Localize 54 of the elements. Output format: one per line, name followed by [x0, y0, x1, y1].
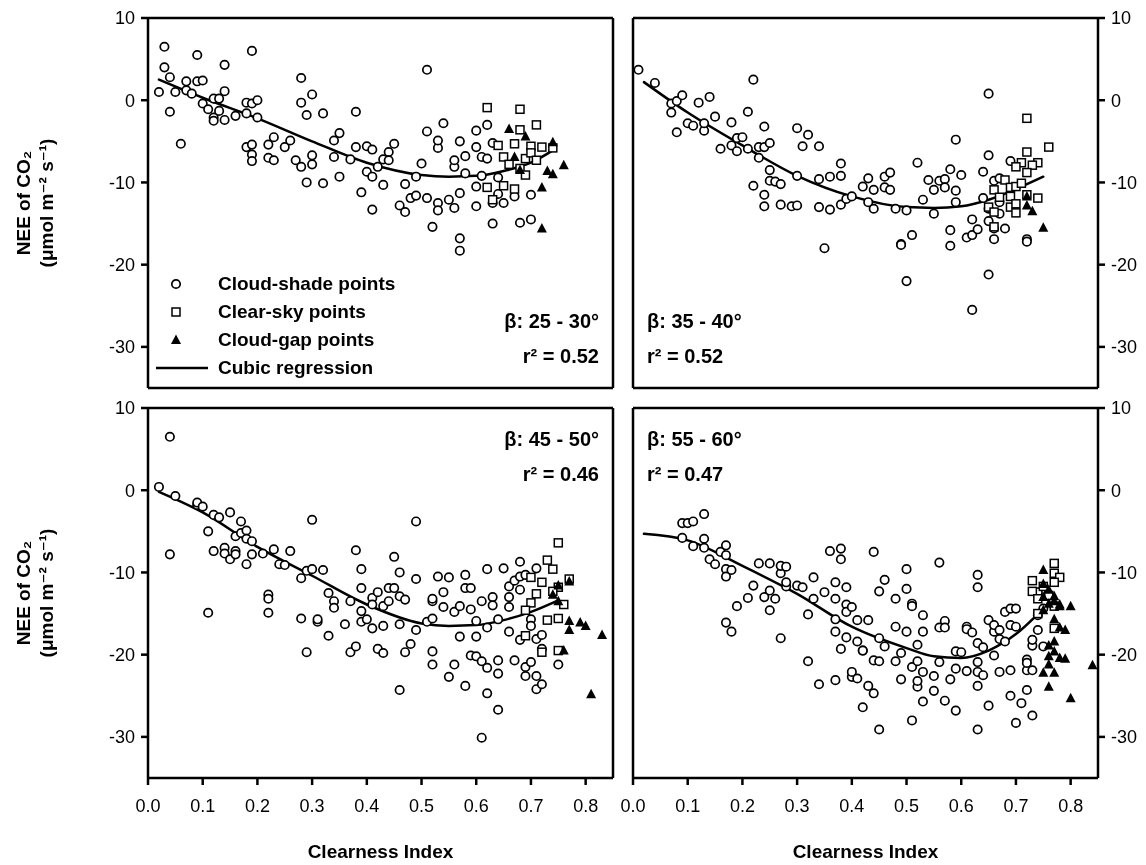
y2-tick-label: -10 [1111, 562, 1138, 583]
y2-tick-label: 0 [1111, 480, 1122, 501]
y-tick-label: 10 [114, 8, 135, 29]
y2-tick-label: -20 [1111, 255, 1138, 276]
y2-tick-label: -30 [1111, 727, 1138, 748]
legend-label: Cloud-gap points [218, 329, 375, 351]
x-tick-label: 0.1 [190, 795, 216, 816]
x-tick-label: 0.1 [675, 795, 701, 816]
x-tick-label: 0.2 [729, 795, 755, 816]
x-tick-label: 0.8 [573, 795, 599, 816]
annotation: r² = 0.46 [521, 462, 599, 487]
x-tick-label: 0.7 [518, 795, 544, 816]
y2-tick-label: 10 [1111, 398, 1132, 419]
x-tick-label: 0.3 [784, 795, 810, 816]
y-axis-title: NEE of CO₂ (μmol m⁻² s⁻¹) [12, 138, 58, 268]
annotation: r² = 0.47 [647, 462, 725, 487]
y-tick-label: -10 [108, 172, 135, 193]
y2-tick-label: -30 [1111, 337, 1138, 358]
annotation: β: 55 - 60° [647, 427, 742, 452]
annotation: β: 35 - 40° [647, 309, 742, 334]
y2-tick-label: -10 [1111, 172, 1138, 193]
x-tick-label: 0.8 [1058, 795, 1084, 816]
annotation: β: 25 - 30° [504, 309, 599, 334]
y2-tick-label: 0 [1111, 90, 1122, 111]
x-tick-label: 0.2 [244, 795, 270, 816]
y-tick-label: -30 [108, 337, 135, 358]
x-tick-label: 0.6 [463, 795, 489, 816]
y2-tick-label: -20 [1111, 645, 1138, 666]
y-tick-label: 10 [114, 398, 135, 419]
annotation: β: 45 - 50° [504, 427, 599, 452]
y-axis-title: NEE of CO₂ (μmol m⁻² s⁻¹) [12, 528, 58, 658]
y-tick-label: -20 [108, 255, 135, 276]
x-tick-label: 0.5 [894, 795, 920, 816]
x-axis-title: Clearness Index [792, 841, 939, 862]
y-tick-label: -30 [108, 727, 135, 748]
y-tick-label: 0 [124, 90, 135, 111]
x-tick-label: 0.0 [135, 795, 161, 816]
x-tick-label: 0.4 [354, 795, 380, 816]
x-tick-label: 0.6 [948, 795, 974, 816]
x-tick-label: 0.3 [299, 795, 325, 816]
legend-label: Clear-sky points [218, 301, 366, 323]
x-axis-title: Clearness Index [307, 841, 454, 862]
y-tick-label: -20 [108, 645, 135, 666]
y-tick-label: 0 [124, 480, 135, 501]
annotation: r² = 0.52 [647, 344, 725, 369]
x-tick-label: 0.7 [1003, 795, 1029, 816]
y2-tick-label: 10 [1111, 8, 1132, 29]
annotation: r² = 0.52 [521, 344, 599, 369]
x-tick-label: 0.5 [409, 795, 435, 816]
legend-label: Cubic regression [218, 357, 374, 379]
x-tick-label: 0.4 [839, 795, 865, 816]
x-tick-label: 0.0 [620, 795, 646, 816]
y-tick-label: -10 [108, 562, 135, 583]
legend-label: Cloud-shade points [218, 273, 396, 295]
